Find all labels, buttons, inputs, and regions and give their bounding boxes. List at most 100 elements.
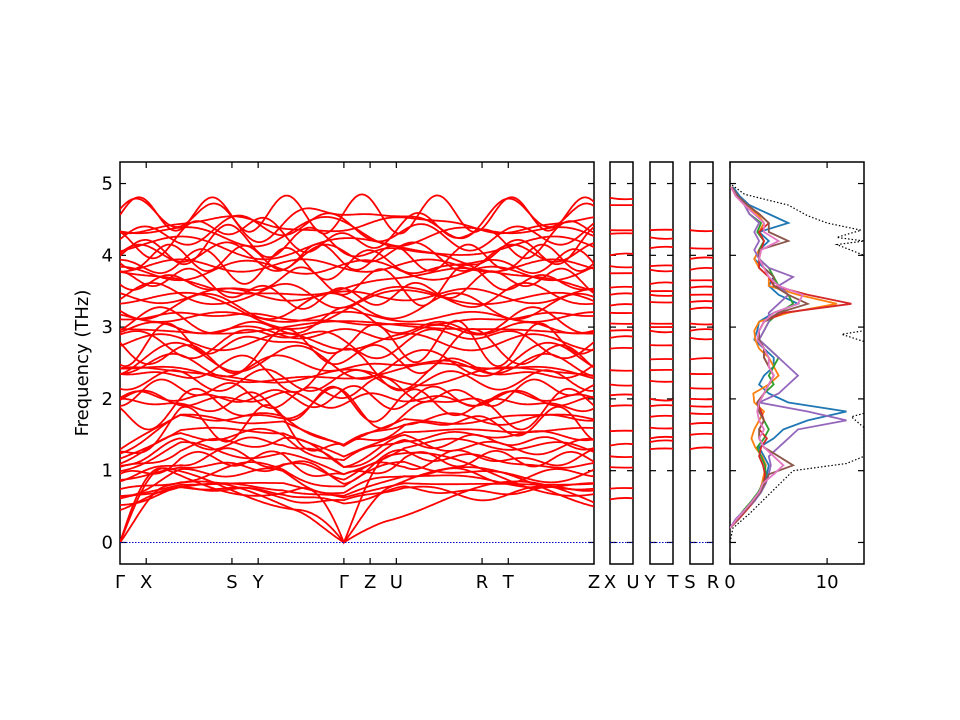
phonon-band <box>120 282 594 309</box>
phonon-band <box>649 264 674 267</box>
k-point-label: X <box>140 572 152 593</box>
k-point-label: T <box>502 572 515 593</box>
phonon-band <box>649 281 674 285</box>
phonon-band <box>649 414 674 418</box>
phonon-band <box>609 335 634 339</box>
k-point-label: U <box>626 572 639 593</box>
phonon-band <box>649 435 674 440</box>
total-dos-curve <box>730 183 864 543</box>
bands-group <box>120 193 594 545</box>
phonon-band <box>120 259 594 282</box>
phonon-band <box>689 405 714 408</box>
phonon-band <box>120 319 594 368</box>
phonon-band <box>120 267 594 310</box>
phonon-band <box>609 346 634 350</box>
phonon-band <box>120 235 594 261</box>
k-point-label: Γ <box>339 572 349 593</box>
phonon-band <box>120 320 594 335</box>
phonon-band <box>120 447 594 483</box>
k-point-label: S <box>226 572 237 593</box>
phonon-band <box>689 412 714 415</box>
phonon-band <box>609 252 634 257</box>
y-tick-label: 4 <box>102 245 113 266</box>
y-tick-label: 0 <box>102 532 113 553</box>
phonon-band <box>649 236 674 240</box>
phonon-band <box>609 303 634 307</box>
phonon-band <box>120 243 594 272</box>
phonon-band <box>120 193 594 235</box>
k-point-label: S <box>684 572 695 593</box>
phonon-band <box>609 442 634 447</box>
band-yt-frame <box>649 161 674 565</box>
phonon-band <box>649 329 674 334</box>
phonon-band <box>120 437 594 476</box>
phonon-band <box>649 426 674 430</box>
phonon-band <box>120 264 594 307</box>
phonon-band <box>120 306 594 335</box>
phonon-band <box>609 369 634 372</box>
phonon-band <box>120 485 594 511</box>
phonon-band <box>649 439 674 443</box>
k-point-label: Γ <box>115 572 125 593</box>
k-point-label: Y <box>252 572 265 593</box>
k-point-label: R <box>707 572 720 593</box>
phonon-band <box>649 398 674 402</box>
partial-dos-curve <box>730 186 847 529</box>
phonon-band <box>649 268 674 273</box>
phonon-band <box>609 197 634 201</box>
partial-dos-curve <box>730 186 852 529</box>
phonon-band <box>689 328 714 332</box>
phonon-band <box>609 232 634 235</box>
y-tick-label: 2 <box>102 389 113 410</box>
phonon-band <box>689 446 714 450</box>
dos-curves-group <box>730 183 864 543</box>
k-point-label: X <box>604 572 616 593</box>
phonon-band <box>120 426 594 460</box>
phonon-band <box>649 380 674 383</box>
phonon-band <box>689 247 714 250</box>
y-tick-label: 1 <box>102 461 113 482</box>
phonon-band <box>120 466 594 544</box>
phonon-band <box>609 265 634 269</box>
phonon-band <box>120 449 594 485</box>
k-point-label: Y <box>644 572 657 593</box>
phonon-band <box>609 466 634 469</box>
phonon-band <box>689 306 714 311</box>
phonon-band <box>649 447 674 450</box>
band-xu-frame <box>609 161 634 565</box>
phonon-band <box>120 215 594 248</box>
phonon-band <box>120 385 594 423</box>
phonon-band <box>609 497 634 501</box>
band-main-frame <box>119 161 595 565</box>
phonon-band <box>689 322 714 326</box>
phonon-band <box>689 256 714 260</box>
phonon-band <box>120 328 594 360</box>
k-point-label: T <box>667 572 680 593</box>
phonon-band <box>120 433 594 468</box>
k-point-label: U <box>390 572 403 593</box>
phonon-band <box>609 393 634 397</box>
phonon-band <box>609 285 634 289</box>
phonon-band <box>689 387 714 390</box>
phonon-dos-panel: 0 10 <box>724 161 865 593</box>
phonon-band <box>120 341 594 380</box>
phonon-band <box>120 258 594 273</box>
k-point-label: Z <box>588 572 600 593</box>
phonon-band <box>689 432 714 436</box>
phonon-band <box>649 245 674 249</box>
k-point-label: Z <box>364 572 376 593</box>
phonon-band <box>689 337 714 341</box>
phonon-band <box>120 287 594 305</box>
y-tick-label: 3 <box>102 317 113 338</box>
phonon-band <box>120 412 594 455</box>
dos-frame <box>729 161 865 565</box>
phonon-band <box>689 229 714 233</box>
phonon-band <box>120 353 594 378</box>
phonon-band <box>120 482 594 500</box>
dos-x-tick-label: 10 <box>816 572 839 593</box>
phonon-band <box>120 332 594 352</box>
phonon-band <box>689 266 714 271</box>
